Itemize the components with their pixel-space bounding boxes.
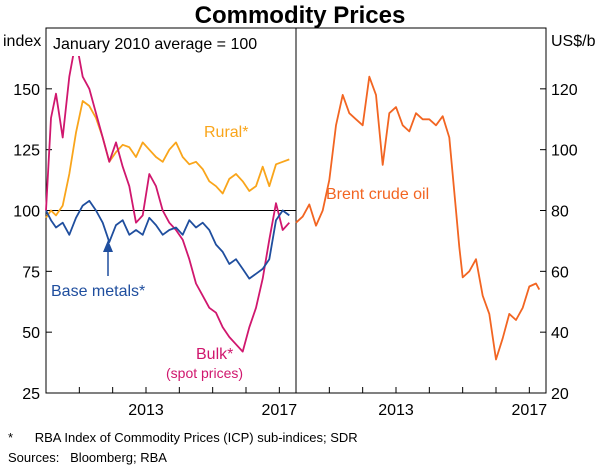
right-y-tick-label: 60	[551, 264, 569, 281]
series-line-bulk	[45, 39, 290, 353]
left-x-tick-label: 2013	[128, 402, 164, 419]
label-base-metals: Base metals*	[51, 283, 145, 300]
left-y-tick-label: 50	[22, 325, 40, 342]
left-axis-label: index	[3, 33, 41, 50]
series-line-base-metals	[45, 199, 290, 280]
right-x-tick-label: 2013	[378, 402, 414, 419]
left-y-tick-label: 150	[13, 82, 40, 99]
series-line-rural	[45, 100, 290, 219]
left-y-tick-label: 75	[22, 264, 40, 281]
plot-area: 25 50 75 100 125 150 20 40 60 80 100 120 2013 2017 201…	[13, 27, 578, 419]
left-y-tick-label: 125	[13, 143, 40, 160]
label-bulk: Bulk*	[196, 346, 233, 363]
annotation-text: January 2010 average = 100	[53, 36, 257, 53]
right-y-tick-label: 80	[551, 204, 569, 221]
chart-title: Commodity Prices	[195, 2, 406, 29]
right-y-tick-label: 40	[551, 325, 569, 342]
left-x-tick-label: 2017	[262, 402, 298, 419]
footnote-icp: * RBA Index of Commodity Prices (ICP) su…	[8, 430, 358, 445]
right-axis-label: US$/b	[551, 33, 596, 50]
base-metals-arrow-head	[103, 240, 113, 252]
right-y-tick-label: 100	[551, 143, 578, 160]
left-y-tick-label: 25	[22, 386, 40, 403]
series-line-brent-crude-oil	[295, 75, 541, 361]
footnote-sources: Sources: Bloomberg; RBA	[8, 450, 167, 465]
right-y-tick-label: 120	[551, 82, 578, 99]
right-y-tick-label: 20	[551, 386, 569, 403]
left-y-tick-label: 100	[13, 204, 40, 221]
label-brent-crude-oil: Brent crude oil	[326, 186, 429, 203]
label-bulk-sub: (spot prices)	[166, 365, 243, 381]
label-rural: Rural*	[204, 124, 248, 141]
right-x-tick-label: 2017	[512, 402, 548, 419]
annotation-box	[47, 29, 295, 56]
